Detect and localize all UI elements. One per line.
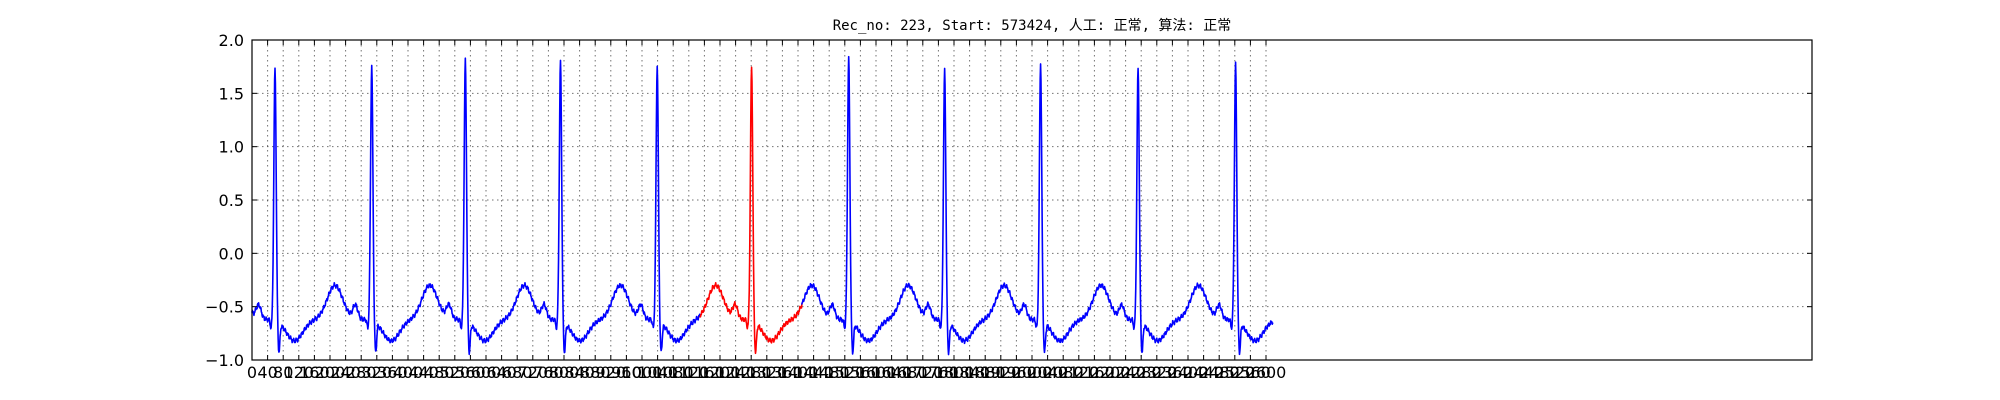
- x-tick-label: 1640: [871, 363, 912, 382]
- x-tick-label: 1080: [653, 363, 694, 382]
- x-tick-label: 1800: [934, 363, 975, 382]
- x-tick-label: 2120: [1058, 363, 1099, 382]
- x-tick-label: 960: [611, 363, 642, 382]
- x-tick-label: 160: [299, 363, 330, 382]
- x-tick-label: 2360: [1152, 363, 1193, 382]
- x-tick-label: 1600: [856, 363, 897, 382]
- x-tick-label: 2000: [1012, 363, 1053, 382]
- x-tick-label: 1400: [778, 363, 819, 382]
- x-tick-label: 2240: [1105, 363, 1146, 382]
- x-tick-label: 240: [330, 363, 361, 382]
- x-tick-label: 1000: [622, 363, 663, 382]
- x-tick-label: 1680: [887, 363, 928, 382]
- x-tick-label: 1240: [715, 363, 756, 382]
- x-tick-label: 280: [346, 363, 377, 382]
- x-tick-label: 520: [440, 363, 471, 382]
- x-tick-label: 1840: [949, 363, 990, 382]
- y-tick-label: 0.5: [219, 191, 244, 210]
- x-tick-label: 2320: [1136, 363, 1177, 382]
- y-tick-label: 2.0: [219, 31, 244, 50]
- x-tick-label: 1120: [668, 363, 709, 382]
- x-tick-label: 640: [486, 363, 517, 382]
- x-tick-label: 2600: [1246, 363, 1287, 382]
- x-tick-label: 2280: [1121, 363, 1162, 382]
- x-tick-label: 1880: [965, 363, 1006, 382]
- x-tick-label: 1440: [793, 363, 834, 382]
- x-tick-label: 120: [284, 363, 315, 382]
- x-tick-label: 80: [273, 363, 293, 382]
- x-tick-label: 1760: [918, 363, 959, 382]
- series-layer: [251, 55, 1274, 356]
- y-tick-label: −0.5: [205, 298, 244, 317]
- y-tick-label: 1.0: [219, 138, 244, 157]
- x-tick-label: 0: [247, 363, 257, 382]
- x-tick-label: 1040: [637, 363, 678, 382]
- x-tick-label: 1480: [809, 363, 850, 382]
- y-tick-label: −1.0: [205, 351, 244, 370]
- x-tick-label: 2520: [1214, 363, 1255, 382]
- x-tick-label: 1520: [824, 363, 865, 382]
- x-tick-label: 1960: [996, 363, 1037, 382]
- x-tick-label: 400: [393, 363, 424, 382]
- axes: 0 408012016020024028032036040044048052056…: [205, 31, 1813, 382]
- x-tick-label: 2200: [1090, 363, 1131, 382]
- ecg-trace-segment-2: [801, 55, 1274, 356]
- y-tick-label: 0.0: [219, 244, 244, 263]
- x-tick-label: 1720: [902, 363, 943, 382]
- x-tick-label: 40: [257, 363, 277, 382]
- x-tick-label: 200: [315, 363, 346, 382]
- x-tick-label: 2560: [1230, 363, 1271, 382]
- x-tick-label: 760: [533, 363, 564, 382]
- x-tick-label: 2040: [1027, 363, 1068, 382]
- x-tick-label: 1360: [762, 363, 803, 382]
- x-tick-label: 720: [518, 363, 549, 382]
- x-tick-label: 1560: [840, 363, 881, 382]
- x-tick-label: 1280: [731, 363, 772, 382]
- x-tick-label: 600: [471, 363, 502, 382]
- x-tick-label: 2440: [1183, 363, 1224, 382]
- x-tick-label: 560: [455, 363, 486, 382]
- x-tick-label: 320: [362, 363, 393, 382]
- x-tick-label: 2160: [1074, 363, 1115, 382]
- chart-title: Rec_no: 223, Start: 573424, 人工: 正常, 算法: …: [833, 18, 1232, 34]
- x-tick-label: 680: [502, 363, 533, 382]
- x-tick-label: 480: [424, 363, 455, 382]
- x-tick-label: 920: [596, 363, 627, 382]
- x-tick-label: 1920: [980, 363, 1021, 382]
- ecg-trace-segment-0: [251, 57, 701, 356]
- x-tick-label: 800: [549, 363, 580, 382]
- x-tick-label: 1320: [746, 363, 787, 382]
- grid-lines: [252, 40, 1812, 360]
- y-tick-label: 1.5: [219, 84, 244, 103]
- x-tick-label: 880: [580, 363, 611, 382]
- x-tick-label: 2080: [1043, 363, 1084, 382]
- x-tick-label: 360: [377, 363, 408, 382]
- axes-frame: [251, 39, 1813, 361]
- x-tick-label: 2480: [1199, 363, 1240, 382]
- x-tick-label: 440: [408, 363, 439, 382]
- x-tick-label: 1200: [700, 363, 741, 382]
- x-tick-label: 840: [564, 363, 595, 382]
- x-tick-label: 2400: [1168, 363, 1209, 382]
- ecg-trace-segment-1: [699, 66, 803, 355]
- x-tick-label: 1160: [684, 363, 725, 382]
